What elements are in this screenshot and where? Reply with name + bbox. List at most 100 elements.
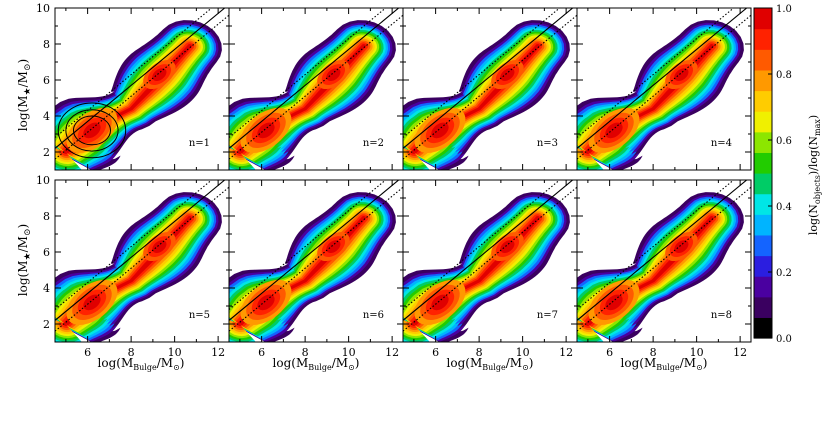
panel-8: 6 8 10 12 n=8 [576, 179, 752, 359]
y-tick-label: 4 [43, 110, 50, 123]
panel-label: n=4 [711, 138, 732, 149]
heatmap-body [403, 180, 577, 342]
relation-line [229, 180, 400, 321]
colorbar-swatch [754, 173, 772, 195]
y-tick-label: 6 [43, 74, 50, 87]
x-tick-label: 12 [733, 346, 747, 359]
scatter-bound-line [55, 14, 229, 160]
colorbar-swatch [754, 28, 772, 50]
colorbar-swatch [754, 214, 772, 236]
y-tick-label: 2 [43, 318, 50, 331]
heatmap-body [55, 8, 229, 170]
scatter-bound-line [403, 180, 561, 311]
relation-line [577, 180, 748, 321]
panel-1: 2 4 6 8 10 n=1 [36, 2, 230, 171]
scatter-bound-line [229, 14, 403, 160]
panel-3: n=3 [402, 7, 578, 171]
heatmap-body [403, 8, 577, 170]
colorbar-swatch [754, 69, 772, 92]
density-peak-1 [605, 294, 623, 311]
density-peak-2 [674, 240, 689, 254]
heatmap-body [229, 8, 403, 170]
x-axis-label-col2: log(MBulge/M⊙) [273, 356, 360, 372]
panel-label: n=3 [537, 138, 558, 149]
colorbar-swatch [754, 234, 772, 257]
scatter-bound-line [229, 8, 387, 139]
colorbar-swatch [754, 49, 772, 71]
density-peak-1 [431, 294, 449, 311]
y-tick-label: 10 [36, 2, 50, 15]
y-tick-label: 10 [36, 174, 50, 187]
colorbar-tick-label: 0.4 [776, 202, 792, 213]
relation-line [403, 180, 574, 321]
density-peak-2 [326, 240, 341, 254]
density-peak-2 [152, 68, 167, 82]
scatter-bound-line [577, 8, 735, 139]
contour-line [65, 109, 119, 152]
density-peak-2 [152, 240, 167, 254]
x-tick-label: 10 [342, 346, 356, 359]
colorbar-swatch [754, 90, 772, 112]
scatter-bound-line [55, 180, 213, 311]
colorbar-swatch [754, 276, 772, 298]
panel-label: n=5 [189, 310, 210, 321]
x-tick-label: 6 [606, 346, 613, 359]
panel-label: n=8 [711, 310, 732, 321]
panel-5: 2 4 6 8 10 6 8 10 12 n=5 [36, 174, 230, 359]
x-tick-label: 8 [650, 346, 657, 359]
scatter-bound-line [229, 186, 403, 332]
scatter-bound-line [55, 8, 213, 139]
x-axis-label-col3: log(MBulge/M⊙) [447, 356, 534, 372]
x-tick-label: 8 [476, 346, 483, 359]
scatter-bound-line [229, 180, 387, 311]
scatter-bound-line [577, 186, 751, 332]
colorbar-frame [753, 7, 773, 339]
density-peak-1 [605, 122, 623, 139]
density-peak-1 [257, 294, 275, 311]
y-tick-label: 2 [43, 146, 50, 159]
x-tick-label: 10 [690, 346, 704, 359]
scatter-bound-line [403, 14, 577, 160]
scatter-bound-line [577, 14, 751, 160]
panel-6: 6 8 10 12 n=6 [228, 179, 404, 359]
y-tick-label: 8 [43, 210, 50, 223]
y-tick-label: 6 [43, 246, 50, 259]
contour-line [72, 115, 111, 146]
panel-2: n=2 [228, 7, 404, 171]
relation-line [577, 8, 748, 149]
density-peak-1 [431, 122, 449, 139]
y-tick-label: 8 [43, 38, 50, 51]
scatter-bound-line [403, 8, 561, 139]
y-axis-label-top-row: log(M★/M⊙) [16, 59, 33, 131]
relation-line [229, 8, 400, 149]
contour-line [57, 102, 127, 159]
colorbar-tick-label: 0.8 [776, 70, 792, 81]
heatmap-body [577, 8, 751, 170]
relation-line [55, 8, 226, 149]
panel-label: n=1 [189, 138, 210, 149]
panel-label: n=6 [363, 310, 384, 321]
x-tick-label: 6 [432, 346, 439, 359]
heatmap-body [577, 180, 751, 342]
x-tick-label: 10 [516, 346, 530, 359]
panel-label: n=7 [537, 310, 558, 321]
density-peak-2 [326, 68, 341, 82]
x-tick-label: 6 [258, 346, 265, 359]
colorbar-tick-label: 0.0 [776, 334, 792, 345]
colorbar-swatch [754, 131, 772, 153]
panel-label: n=2 [363, 138, 384, 149]
panel-frame [576, 179, 752, 343]
x-tick-label: 10 [168, 346, 182, 359]
y-tick-label: 4 [43, 282, 50, 295]
colorbar-label: log(Nobjects)/log(Nmax) [807, 115, 822, 235]
x-tick-label: 12 [385, 346, 399, 359]
x-tick-label: 8 [128, 346, 135, 359]
colorbar-tick-label: 0.2 [776, 268, 792, 279]
y-axis-label-bottom-row: log(M★/M⊙) [16, 224, 33, 296]
scatter-bound-line [577, 180, 735, 311]
panel-7: 6 8 10 12 n=7 [402, 179, 578, 359]
colorbar-swatch [754, 152, 772, 174]
x-axis-label-col4: log(MBulge/M⊙) [621, 356, 708, 372]
scatter-bound-line [55, 186, 229, 332]
